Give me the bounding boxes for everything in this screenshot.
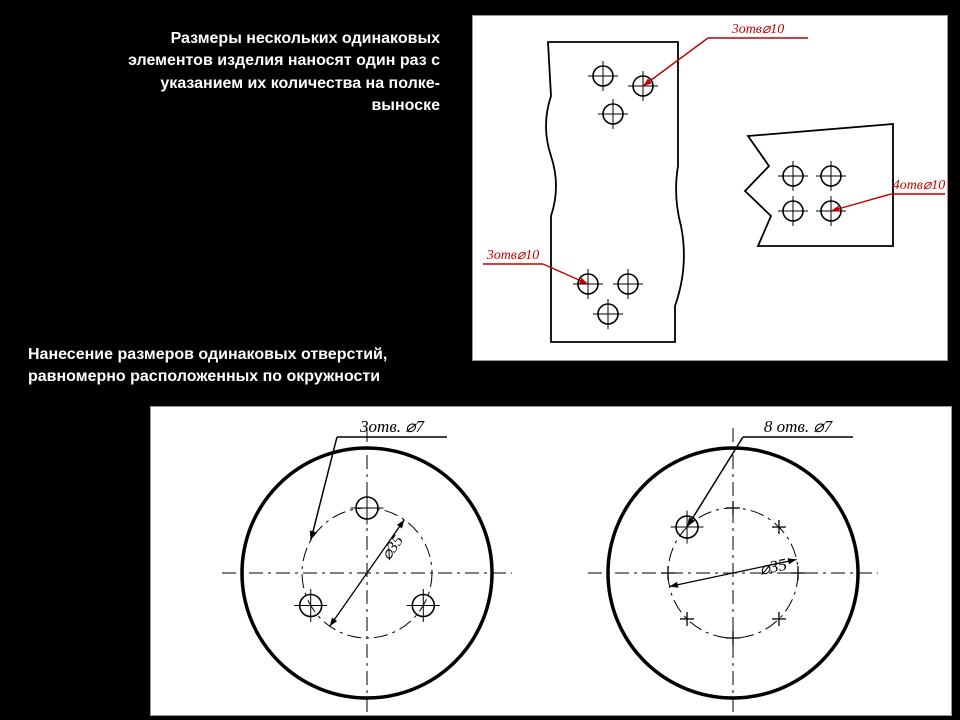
left-circle-diameter-label: ⌀35 <box>378 533 407 564</box>
paragraph-1: Размеры нескольких одинаковых элементов … <box>20 28 440 118</box>
paragraph-2: Нанесение размеров одинаковых отверстий,… <box>28 344 468 389</box>
para1-line4: выноске <box>20 95 440 117</box>
diagram-panel-top: 3отв⌀10 3отв⌀10 4отв⌀10 <box>472 15 948 361</box>
para1-line1: Размеры нескольких одинаковых <box>20 28 440 50</box>
para1-line2: элементов изделия наносят один раз с <box>20 50 440 72</box>
right-circle-diameter-label: ⌀35 <box>758 555 789 579</box>
para2-line2: равномерно расположенных по окружности <box>28 366 468 388</box>
annotation-right-label: 4отв⌀10 <box>893 178 946 193</box>
bottom-diagram-svg: 3отв. ⌀7 ⌀35 8 отв. ⌀7 ⌀35 <box>151 407 951 715</box>
para1-line3: указанием их количества на полке- <box>20 73 440 95</box>
top-diagram-svg: 3отв⌀10 3отв⌀10 4отв⌀10 <box>473 16 947 360</box>
right-circle-hole-label: 8 отв. ⌀7 <box>764 417 834 436</box>
diagram-panel-bottom: 3отв. ⌀7 ⌀35 8 отв. ⌀7 ⌀35 <box>150 406 952 716</box>
annotation-left-label: 3отв⌀10 <box>486 248 540 263</box>
para2-line1: Нанесение размеров одинаковых отверстий, <box>28 344 468 366</box>
left-circle-hole-label: 3отв. ⌀7 <box>359 417 425 436</box>
annotation-top-label: 3отв⌀10 <box>731 22 785 37</box>
